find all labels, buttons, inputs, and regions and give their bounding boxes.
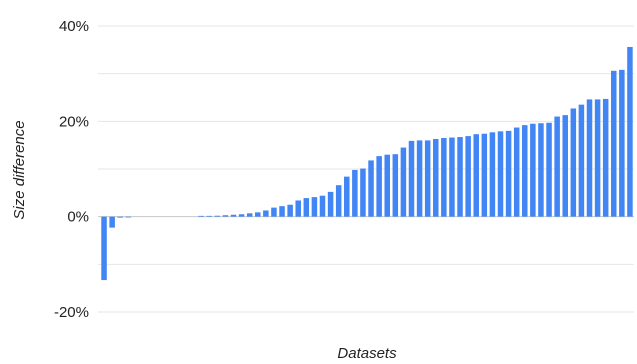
bar bbox=[424, 140, 431, 217]
bar bbox=[246, 213, 253, 217]
gridlines bbox=[98, 25, 634, 313]
bar bbox=[522, 125, 528, 217]
bar bbox=[562, 115, 568, 217]
bar bbox=[101, 216, 107, 281]
bar bbox=[360, 168, 366, 217]
bar bbox=[335, 185, 342, 217]
y-axis-title: Size difference bbox=[11, 120, 28, 219]
bar bbox=[457, 137, 463, 217]
y-tick-label: 20% bbox=[59, 113, 89, 130]
bar bbox=[619, 69, 625, 217]
bar bbox=[546, 122, 552, 217]
bar bbox=[222, 215, 229, 217]
bar bbox=[125, 216, 132, 218]
bar bbox=[109, 216, 115, 228]
bar bbox=[352, 169, 358, 217]
bar bbox=[198, 215, 204, 217]
bar bbox=[392, 154, 399, 217]
y-tick-label: 40% bbox=[59, 18, 89, 35]
bar bbox=[384, 154, 390, 217]
bar bbox=[586, 99, 593, 217]
bar bbox=[327, 191, 334, 217]
bar bbox=[433, 138, 439, 217]
bar bbox=[206, 215, 212, 217]
bar bbox=[400, 147, 407, 217]
bar bbox=[303, 198, 310, 217]
bar bbox=[271, 207, 277, 217]
bar bbox=[489, 132, 496, 217]
bar bbox=[344, 176, 350, 217]
bar bbox=[295, 200, 301, 217]
bars bbox=[101, 46, 633, 281]
y-tick-label: 0% bbox=[67, 209, 89, 226]
bar bbox=[368, 160, 374, 217]
bar bbox=[319, 195, 326, 217]
bar bbox=[214, 215, 221, 217]
bar bbox=[611, 70, 617, 217]
bar bbox=[117, 216, 123, 218]
bar bbox=[449, 137, 455, 217]
bar bbox=[473, 134, 479, 217]
bar bbox=[238, 214, 245, 217]
bar bbox=[554, 116, 560, 217]
bar bbox=[263, 210, 269, 217]
y-axis-ticks: 40% 20% 0% -20% bbox=[54, 18, 89, 321]
bar bbox=[279, 206, 285, 217]
bar bbox=[465, 136, 471, 217]
bar bbox=[416, 140, 423, 217]
bar bbox=[578, 104, 585, 217]
bar bbox=[287, 204, 293, 217]
bar bbox=[530, 123, 536, 217]
bar bbox=[230, 214, 237, 217]
bar bbox=[627, 46, 633, 217]
x-axis-title: Datasets bbox=[337, 345, 397, 362]
bar bbox=[513, 127, 520, 217]
bar bbox=[255, 212, 261, 217]
bar bbox=[538, 123, 544, 217]
bar bbox=[441, 138, 447, 217]
bar bbox=[602, 98, 609, 217]
bar bbox=[505, 130, 512, 217]
y-tick-label: -20% bbox=[54, 304, 89, 321]
bar bbox=[311, 197, 318, 217]
bar bbox=[570, 108, 577, 217]
bar bbox=[408, 140, 415, 217]
bar bbox=[497, 131, 504, 217]
bar bbox=[594, 99, 601, 217]
bar bbox=[481, 133, 488, 217]
bar bbox=[376, 156, 382, 217]
